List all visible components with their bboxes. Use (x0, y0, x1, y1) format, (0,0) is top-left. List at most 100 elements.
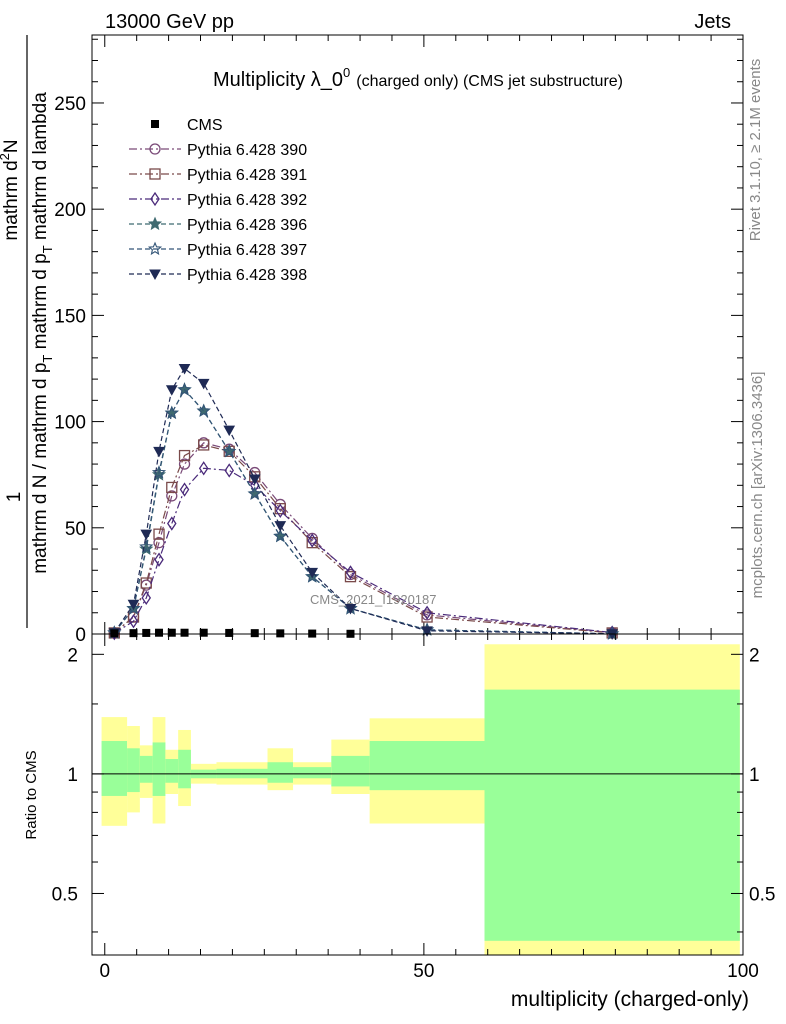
energy-label: 13000 GeV pp (105, 11, 234, 33)
ylabel-left-sub: T (40, 355, 55, 363)
cms-point (142, 628, 151, 637)
legend-label: Pythia 6.428 391 (187, 167, 307, 184)
cms-point (199, 628, 208, 637)
legend-entry: Pythia 6.428 391 (129, 167, 307, 184)
series-point (164, 405, 179, 420)
chart-title: Multiplicity λ_00 (charged only) (CMS jet… (213, 65, 623, 91)
watermark: CMS_2021_I1920187 (310, 592, 437, 607)
ratio-band-stat (369, 741, 485, 791)
y-tick-label: 50 (65, 519, 86, 540)
series-point (151, 465, 167, 479)
series-point (198, 461, 209, 476)
series-point (196, 403, 211, 417)
chart-title-sub: (charged only) (CMS jet substructure) (356, 73, 623, 90)
x-tick-label: 50 (413, 961, 434, 982)
chart-title-sup: 0 (343, 65, 350, 80)
chart-title-main: Multiplicity λ_0 (213, 69, 343, 91)
ratio-ylabel: Ratio to CMS (23, 750, 40, 839)
series-point (154, 552, 164, 567)
series-point (344, 604, 357, 615)
series-point (345, 565, 356, 580)
x-tick-label: 0 (99, 961, 110, 982)
ratio-y-tick-label-right: 0.5 (749, 884, 775, 905)
ylabel-top-sup: 2 (0, 153, 12, 160)
series-point (274, 521, 287, 532)
legend-entry: Pythia 6.428 396 (129, 216, 307, 234)
series-point (224, 463, 235, 478)
cms-point (250, 629, 259, 638)
main-ylabel: 1 mathrm d N / mathrm d pT mathrm d pT m… (0, 35, 55, 628)
legend-label: Pythia 6.428 397 (187, 242, 307, 259)
ratio-bands (92, 644, 743, 955)
cms-point (276, 629, 285, 638)
process-label: Jets (694, 11, 731, 33)
y-tick-label: 150 (54, 306, 86, 327)
legend-marker (149, 143, 161, 155)
series-line (113, 444, 613, 634)
legend-marker (149, 168, 161, 180)
series-point (166, 490, 178, 502)
ylabel-left-sub2: T (40, 245, 55, 253)
legend-label: Pythia 6.428 396 (187, 217, 307, 234)
legend-label: CMS (187, 117, 223, 134)
legend-marker (147, 216, 163, 231)
legend-marker (149, 269, 161, 281)
series-line (113, 467, 613, 634)
ratio-band-stat (267, 762, 294, 783)
legend-label: Pythia 6.428 390 (187, 142, 307, 159)
series-point (222, 443, 237, 458)
ratio-y-tick-label: 1 (67, 765, 78, 786)
series-point (197, 378, 210, 390)
ratio-band-stat (127, 748, 140, 793)
ratio-axes: 0.5 0.5 1 1 2 2 0 50 100 (52, 634, 775, 982)
series-point (422, 605, 432, 620)
ratio-y-tick-label: 0.5 (52, 884, 78, 905)
series-point (177, 382, 192, 396)
y-tick-label: 200 (54, 200, 86, 221)
ylabel-left-b: mathrm d p (30, 253, 51, 354)
ratio-y-tick-label: 2 (67, 645, 78, 666)
series-point (223, 425, 236, 437)
series-point (139, 539, 154, 553)
series-point (153, 528, 165, 540)
legend-marker (150, 191, 160, 207)
series-point (166, 516, 177, 531)
ylabel-left-a: mathrm d N / mathrm d p (30, 363, 51, 574)
main-axes: 0 50 100 150 200 250 (54, 35, 744, 646)
ratio-band-stat (165, 759, 179, 783)
series-point (247, 486, 262, 500)
y-tick-label: 250 (54, 94, 86, 115)
ratio-band-stat (139, 755, 153, 783)
series-point (178, 363, 191, 375)
series-point (421, 626, 433, 637)
ratio-band-stat (178, 749, 191, 789)
series-point (141, 590, 152, 606)
ratio-band-stat (101, 741, 128, 796)
cms-point (110, 629, 119, 638)
ylabel-left-denominator: mathrm d N / mathrm d pT mathrm d pT mat… (30, 92, 55, 574)
series-2 (108, 439, 618, 639)
series-point (126, 601, 141, 615)
mcplots-label: mcplots.cern.ch [arXiv:1306.3436] (749, 372, 766, 599)
ratio-band-stat (484, 689, 740, 941)
legend-entry: Pythia 6.428 392 (129, 191, 307, 209)
ratio-y-tick-label-right: 2 (749, 645, 760, 666)
series-1 (108, 437, 618, 639)
cms-point (129, 629, 138, 638)
series-point (307, 533, 317, 548)
main-series-layer (107, 363, 620, 641)
ylabel-top-a: mathrm d (1, 160, 22, 240)
series-point (127, 599, 140, 611)
y-tick-label: 100 (54, 413, 86, 434)
ratio-band-stat (331, 755, 370, 787)
ylabel-right-numerator: mathrm d2N (0, 139, 22, 240)
ratio-band-stat (293, 767, 332, 779)
series-point (248, 474, 261, 485)
series-point (306, 567, 319, 579)
legend-entry: Pythia 6.428 397 (129, 241, 307, 259)
legend-marker (151, 120, 159, 128)
series-point (273, 528, 288, 543)
series-point (178, 458, 191, 470)
series-point (153, 537, 165, 549)
